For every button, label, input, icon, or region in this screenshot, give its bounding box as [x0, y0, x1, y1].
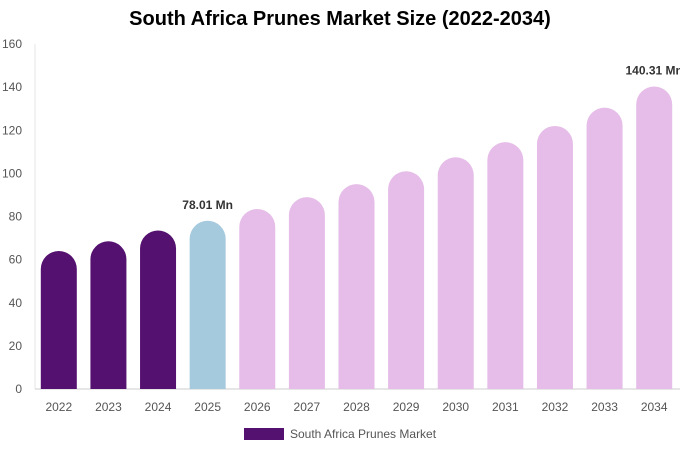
x-tick-label: 2027 — [294, 400, 321, 414]
x-tick-label: 2028 — [343, 400, 370, 414]
x-tick-label: 2023 — [95, 400, 122, 414]
y-tick-label: 0 — [15, 382, 22, 396]
y-tick-label: 120 — [2, 123, 22, 137]
y-tick-label: 80 — [9, 210, 23, 224]
x-tick-label: 2026 — [244, 400, 271, 414]
y-tick-label: 100 — [2, 166, 22, 180]
x-tick-label: 2030 — [442, 400, 469, 414]
bar-2028 — [338, 184, 375, 389]
bar-2022 — [40, 251, 77, 389]
x-tick-label: 2022 — [45, 400, 72, 414]
bar-2025 — [189, 220, 226, 389]
bar-2026 — [239, 208, 276, 389]
bar-2030 — [437, 157, 474, 389]
bar-2023 — [90, 241, 127, 389]
y-tick-label: 40 — [9, 296, 23, 310]
x-tick-label: 2025 — [194, 400, 221, 414]
x-tick-label: 2031 — [492, 400, 519, 414]
legend-swatch — [244, 428, 284, 440]
bar-2029 — [388, 171, 425, 389]
bar-2027 — [288, 197, 325, 389]
x-tick-label: 2032 — [542, 400, 569, 414]
y-tick-label: 140 — [2, 80, 22, 94]
x-tick-label: 2034 — [641, 400, 668, 414]
x-tick-label: 2024 — [145, 400, 172, 414]
data-label: 78.01 Mn — [182, 198, 233, 212]
x-tick-label: 2029 — [393, 400, 420, 414]
legend-label: South Africa Prunes Market — [290, 427, 437, 441]
y-tick-label: 160 — [2, 37, 22, 51]
chart-title: South Africa Prunes Market Size (2022-20… — [129, 8, 551, 30]
bar-2024 — [140, 230, 177, 389]
bar-2032 — [536, 125, 573, 389]
x-tick-label: 2033 — [591, 400, 618, 414]
y-tick-label: 20 — [9, 339, 23, 353]
bar-2034 — [636, 86, 673, 389]
data-label: 140.31 Mn — [626, 63, 680, 77]
y-tick-label: 60 — [9, 253, 23, 267]
bar-2033 — [586, 107, 623, 389]
bar-2031 — [487, 142, 524, 389]
